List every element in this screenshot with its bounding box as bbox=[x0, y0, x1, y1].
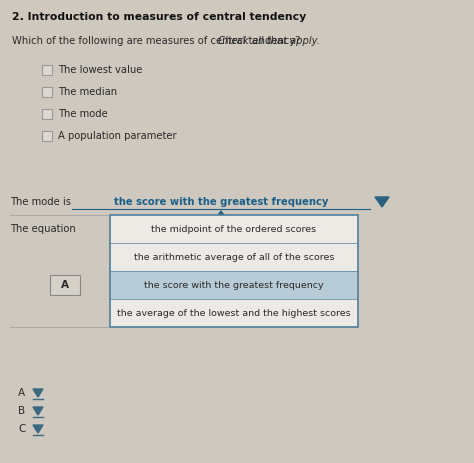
Bar bbox=[110, 215, 358, 327]
Text: Check all that apply.: Check all that apply. bbox=[219, 36, 320, 46]
Bar bbox=[110, 299, 358, 327]
Text: The lowest value: The lowest value bbox=[58, 65, 142, 75]
Text: the average of the lowest and the highest scores: the average of the lowest and the highes… bbox=[117, 308, 351, 318]
Text: the midpoint of the ordered scores: the midpoint of the ordered scores bbox=[151, 225, 317, 233]
Text: The equation: The equation bbox=[10, 224, 76, 234]
Text: The median: The median bbox=[58, 87, 117, 97]
Text: A: A bbox=[61, 280, 69, 290]
Bar bbox=[42, 87, 52, 97]
Bar bbox=[110, 271, 358, 299]
Text: Which of the following are measures of central tendency?: Which of the following are measures of c… bbox=[12, 36, 304, 46]
Bar bbox=[42, 109, 52, 119]
Text: C: C bbox=[18, 424, 26, 434]
Text: the score with the greatest frequency: the score with the greatest frequency bbox=[114, 197, 328, 207]
Bar bbox=[110, 243, 358, 271]
Text: the score with the greatest frequency: the score with the greatest frequency bbox=[144, 281, 324, 289]
Text: The mode: The mode bbox=[58, 109, 108, 119]
Bar bbox=[50, 275, 80, 295]
Text: 2. Introduction to measures of central tendency: 2. Introduction to measures of central t… bbox=[12, 12, 306, 22]
Polygon shape bbox=[33, 407, 43, 415]
Text: A population parameter: A population parameter bbox=[58, 131, 177, 141]
Polygon shape bbox=[375, 197, 389, 207]
Text: A: A bbox=[18, 388, 25, 398]
Text: The mode is: The mode is bbox=[10, 197, 71, 207]
Text: the arithmetic average of all of the scores: the arithmetic average of all of the sco… bbox=[134, 252, 334, 262]
Bar bbox=[110, 215, 358, 243]
Polygon shape bbox=[33, 425, 43, 433]
Polygon shape bbox=[214, 211, 228, 221]
Bar bbox=[42, 131, 52, 141]
Bar bbox=[42, 65, 52, 75]
Polygon shape bbox=[33, 389, 43, 397]
Text: B: B bbox=[18, 406, 25, 416]
